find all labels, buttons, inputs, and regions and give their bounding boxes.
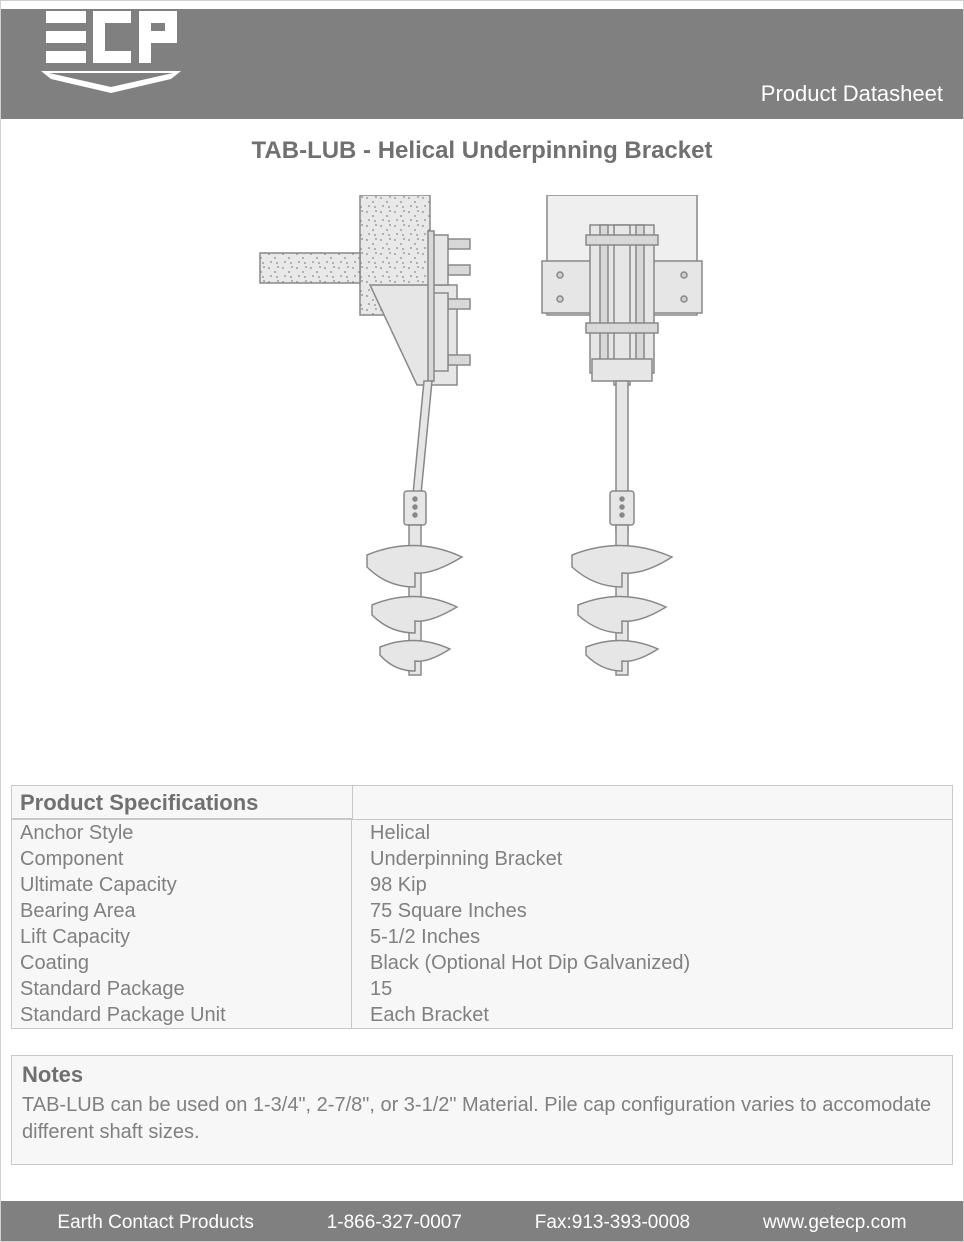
notes-body: TAB-LUB can be used on 1-3/4", 2-7/8", o… — [22, 1092, 942, 1146]
spec-header-row: Product Specifications — [12, 786, 952, 820]
spec-value: Helical — [352, 820, 952, 846]
spec-row: Bearing Area75 Square Inches — [12, 898, 952, 924]
header-label: Product Datasheet — [761, 81, 943, 107]
spec-value: 5-1/2 Inches — [352, 924, 952, 950]
spec-label: Standard Package — [12, 976, 352, 1002]
brand-logo — [21, 1, 201, 106]
footer-bar: Earth Contact Products 1-866-327-0007 Fa… — [1, 1201, 963, 1241]
notes-box: Notes TAB-LUB can be used on 1-3/4", 2-7… — [11, 1055, 953, 1165]
page-container: Product Datasheet TAB-LUB - Helical Unde… — [0, 0, 964, 1242]
spec-label: Lift Capacity — [12, 924, 352, 950]
spec-label: Bearing Area — [12, 898, 352, 924]
product-title: TAB-LUB - Helical Underpinning Bracket — [1, 137, 963, 165]
spec-value: Each Bracket — [352, 1002, 952, 1028]
spec-row: CoatingBlack (Optional Hot Dip Galvanize… — [12, 950, 952, 976]
spec-value: 75 Square Inches — [352, 898, 952, 924]
spec-row: ComponentUnderpinning Bracket — [12, 846, 952, 872]
spec-value: 98 Kip — [352, 872, 952, 898]
diagram-front-view — [532, 195, 712, 685]
spec-header-spacer — [352, 786, 952, 819]
notes-heading: Notes — [22, 1062, 942, 1088]
footer-phone: 1-866-327-0007 — [327, 1212, 462, 1234]
spec-heading: Product Specifications — [12, 786, 352, 819]
spec-label: Component — [12, 846, 352, 872]
spec-value: Underpinning Bracket — [352, 846, 952, 872]
spec-row: Standard Package15 — [12, 976, 952, 1002]
footer-url: www.getecp.com — [763, 1212, 907, 1234]
spec-label: Anchor Style — [12, 820, 352, 846]
spec-label: Standard Package Unit — [12, 1002, 352, 1028]
footer-company: Earth Contact Products — [57, 1212, 253, 1234]
spec-label: Coating — [12, 950, 352, 976]
spec-row: Standard Package UnitEach Bracket — [12, 1002, 952, 1028]
diagram-area — [1, 175, 963, 725]
header-bar: Product Datasheet — [1, 9, 963, 119]
diagram-side-view — [252, 195, 482, 685]
spec-value: Black (Optional Hot Dip Galvanized) — [352, 950, 952, 976]
spec-table: Product Specifications Anchor StyleHelic… — [11, 785, 953, 1029]
spec-value: 15 — [352, 976, 952, 1002]
spec-row: Ultimate Capacity98 Kip — [12, 872, 952, 898]
spec-row: Anchor StyleHelical — [12, 820, 952, 846]
spec-row: Lift Capacity5-1/2 Inches — [12, 924, 952, 950]
spec-label: Ultimate Capacity — [12, 872, 352, 898]
footer-fax: Fax:913-393-0008 — [535, 1212, 690, 1234]
